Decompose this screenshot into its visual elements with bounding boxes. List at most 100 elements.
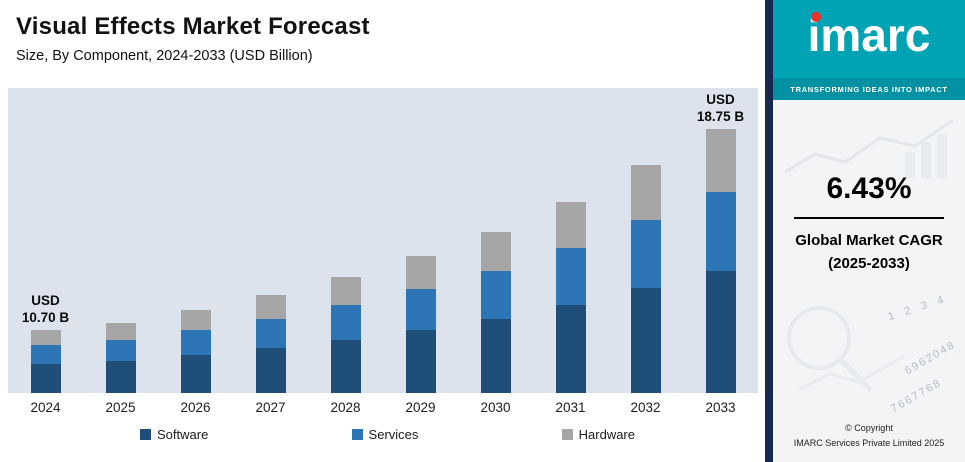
segment-software [405,330,436,393]
legend-item-software: Software [140,427,208,442]
bar-2030 [480,232,511,393]
segment-hardware [330,277,361,305]
cagr-divider [794,217,944,219]
segment-services [255,319,286,348]
bar-slot [233,88,308,393]
bar-slot: USD 10.70 B [8,88,83,393]
bar-2025 [105,323,136,393]
bar-value-annotation: USD 10.70 B [22,292,69,327]
cagr-label: Global Market CAGR [795,232,943,249]
segment-hardware [105,323,136,340]
segment-hardware [180,310,211,330]
segment-software [630,288,661,393]
segment-software [480,319,511,393]
x-axis-label: 2028 [330,400,361,415]
legend-label: Software [157,427,209,442]
segment-software [705,271,736,393]
sidebar: imarc TRANSFORMING IDEAS INTO IMPACT 1 2… [765,0,965,462]
legend-label: Services [368,427,419,442]
segment-services [405,289,436,330]
x-axis-label: 2024 [30,400,61,415]
services-color-swatch [351,429,363,440]
chart-section: Visual Effects Market Forecast Size, By … [0,0,765,442]
imarc-logo-block: imarc TRANSFORMING IDEAS INTO IMPACT [773,0,965,100]
annotation-line: 18.75 B [696,109,745,125]
segment-hardware [480,232,511,271]
x-axis-labels: 2024 2025 2026 2027 2028 2029 2030 2031 2032 2033 [8,400,758,415]
bar-2026 [180,310,211,393]
segment-services [630,220,661,288]
x-axis-label: 2026 [180,400,211,415]
cagr-period: (2025-2033) [828,255,910,273]
segment-software [255,348,286,393]
copyright-line2: IMARC Services Private Limited 2025 [793,437,945,448]
segment-software [30,364,61,393]
segment-hardware [255,295,286,319]
hardware-color-swatch [561,429,573,440]
bar-slot [308,88,383,393]
bar-slot [608,88,683,393]
software-color-swatch [140,429,151,440]
bar-slot [533,88,608,393]
imarc-logo: imarc [773,12,965,58]
segment-services [480,271,511,319]
bar-2033 [705,129,736,393]
legend-item-services: Services [351,427,419,442]
annotation-line: USD [706,91,735,107]
logo-tagline: TRANSFORMING IDEAS INTO IMPACT [790,84,948,94]
segment-software [105,361,136,393]
cagr-block: 6.43% Global Market CAGR (2025-2033) [773,172,965,276]
legend-item-hardware: Hardware [561,427,635,442]
segment-hardware [30,330,61,345]
bar-slot [158,88,233,393]
bar-2027 [255,295,286,393]
bar-slot [458,88,533,393]
x-axis-label: 2031 [555,400,586,415]
decorative-graph-graphic [787,306,905,392]
cagr-value: 6.43% [826,172,912,205]
logo-tagline-band: TRANSFORMING IDEAS INTO IMPACT [773,78,965,100]
decor-numbers: 6962048 [902,338,959,378]
segment-software [555,305,586,393]
annotation-line: USD [31,292,60,308]
decorative-chart-graphic [785,118,954,178]
logo-red-dot-icon [810,12,821,22]
bar-2024 [30,330,61,393]
x-axis-label: 2025 [105,400,136,415]
bar-slot [83,88,158,393]
segment-hardware [705,129,736,192]
legend-label: Hardware [578,427,635,442]
segment-services [555,248,586,305]
copyright-line1: © Copyright [845,423,893,434]
segment-services [180,330,211,355]
segment-services [705,192,736,271]
stacked-bar-chart: USD 10.70 B USD 18.75 B [8,88,758,393]
sidebar-accent-strip [765,0,773,462]
annotation-line: 10.70 B [21,310,70,326]
x-axis-label: 2033 [705,400,736,415]
bar-value-annotation: USD 18.75 B [697,91,744,126]
bar-2028 [330,277,361,393]
segment-hardware [555,202,586,248]
page-title: Visual Effects Market Forecast [16,13,370,40]
segment-services [330,305,361,340]
bar-2032 [630,165,661,393]
segment-hardware [405,256,436,289]
segment-software [330,340,361,393]
bar-2029 [405,256,436,393]
bar-2031 [555,202,586,393]
segment-hardware [630,165,661,220]
copyright: © Copyright IMARC Services Private Limit… [773,421,965,450]
x-axis-label: 2030 [480,400,511,415]
imarc-logo-text: imarc [807,9,931,61]
chart-header: Visual Effects Market Forecast Size, By … [0,0,765,64]
chart-legend: Software Services Hardware [140,427,635,442]
segment-software [180,355,211,393]
chart-subtitle: Size, By Component, 2024-2033 (USD Billi… [16,48,313,64]
segment-services [30,345,61,364]
x-axis-label: 2029 [405,400,436,415]
segment-services [105,340,136,361]
bar-slot [383,88,458,393]
bar-slot: USD 18.75 B [683,88,758,393]
